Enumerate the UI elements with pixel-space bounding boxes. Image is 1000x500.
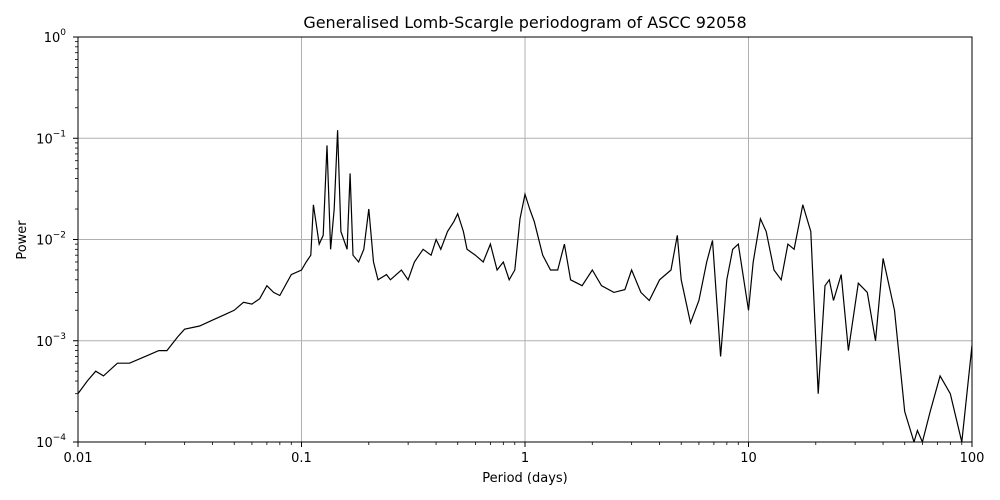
y-tick-label: 10−4 (36, 433, 66, 451)
y-tick-label: 10−3 (36, 332, 66, 350)
y-tick-base: 10 (36, 335, 53, 350)
y-tick-label: 100 (44, 28, 67, 46)
y-tick-exponent: −4 (53, 433, 67, 443)
y-tick-base: 10 (36, 132, 53, 147)
x-tick-label: 100 (960, 451, 985, 466)
x-ticks: 0.01 0.1 1 10 100 (64, 442, 985, 466)
y-tick-exponent: 0 (60, 28, 66, 38)
chart-title: Generalised Lomb-Scargle periodogram of … (303, 13, 746, 32)
y-tick-exponent: −2 (53, 231, 66, 241)
x-tick-label: 1 (521, 451, 529, 466)
series-line-group (78, 130, 972, 442)
y-tick-exponent: −3 (53, 332, 66, 342)
y-tick-base: 10 (44, 31, 61, 46)
y-tick-exponent: −1 (53, 129, 66, 139)
x-tick-label: 10 (740, 451, 757, 466)
y-axis-label: Power (15, 220, 30, 260)
series-line (78, 130, 972, 442)
y-tick-base: 10 (36, 234, 53, 249)
y-tick-base: 10 (36, 436, 53, 451)
y-tick-label: 10−1 (36, 129, 66, 147)
x-tick-label: 0.01 (64, 451, 93, 466)
y-tick-label: 10−2 (36, 231, 66, 249)
x-axis-label: Period (days) (482, 471, 568, 486)
x-tick-label: 0.1 (291, 451, 312, 466)
